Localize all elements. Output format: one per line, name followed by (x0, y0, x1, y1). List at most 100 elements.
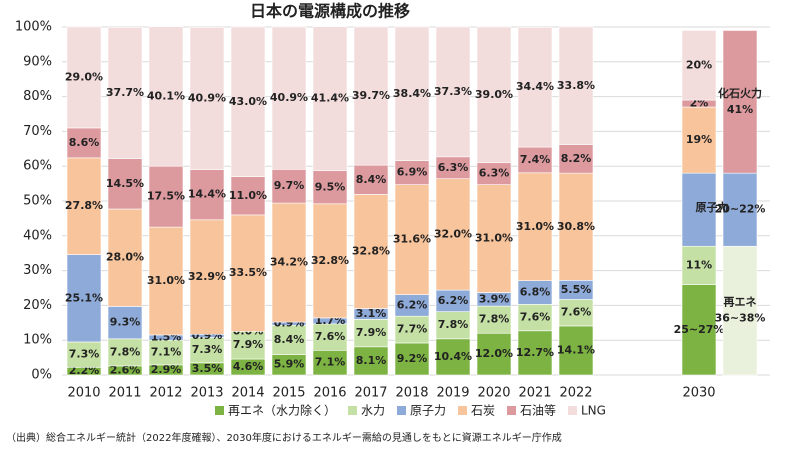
bar-segment (189, 219, 225, 335)
data-label: 7.6% (315, 330, 346, 343)
bar-segment (435, 178, 471, 291)
data-label: 7.8% (479, 313, 510, 326)
bar-segment (230, 331, 266, 360)
data-label: 7.8% (438, 318, 469, 331)
data-label: 9.3% (110, 316, 141, 329)
data-label: 6.3% (438, 161, 469, 174)
bar-segment (66, 157, 102, 255)
data-label: 20% (686, 58, 712, 71)
data-label: 33.5% (229, 266, 267, 279)
x-tick-label: 2018 (395, 386, 428, 401)
y-tick-label: 10% (23, 333, 52, 348)
data-label: 25.1% (65, 291, 103, 304)
bar-segment (476, 332, 512, 376)
x-tick-label: 2010 (67, 386, 100, 401)
x-tick-label: 2013 (190, 386, 223, 401)
data-label: 27.8% (65, 199, 103, 212)
data-label: 6.9% (397, 166, 428, 179)
legend-swatch (397, 406, 406, 415)
bar-segment (312, 26, 348, 172)
segment-name: 化石火力 (718, 86, 762, 100)
data-label: 7.4% (520, 153, 551, 166)
data-label: 6.8% (520, 286, 551, 299)
y-tick-label: 80% (23, 89, 52, 104)
data-label: 32.8% (352, 244, 390, 257)
bar-segment (271, 26, 307, 170)
bar-segment (517, 146, 553, 174)
segment-name: 再エネ (724, 296, 757, 309)
bar-segment (107, 306, 143, 340)
x-tick-label: 2030 (682, 386, 715, 401)
data-label: 8.4% (274, 333, 305, 346)
bar-segment (312, 170, 348, 205)
bar-segment (722, 30, 758, 174)
data-label: 41.4% (311, 92, 349, 105)
data-label: 28.0% (106, 251, 144, 264)
x-tick-label: 2022 (559, 386, 592, 401)
bar-segment (66, 26, 102, 129)
bar-segment (148, 226, 184, 336)
chart-title: 日本の電源構成の推移 (250, 2, 410, 21)
bar-segment (517, 330, 553, 376)
data-label: 11% (686, 258, 712, 271)
data-label: 14.1% (557, 343, 595, 356)
bar-segment (312, 323, 348, 351)
bar-segment (107, 338, 143, 367)
bar-segment (558, 144, 594, 174)
x-tick-label: 2020 (477, 386, 510, 401)
data-label: 3.1% (356, 307, 387, 320)
bar-segment (312, 203, 348, 319)
bar-segment (353, 346, 389, 376)
data-label: 40.9% (270, 91, 308, 104)
bar-segment (558, 172, 594, 281)
y-tick-label: 0% (31, 368, 52, 383)
data-label: 10.4% (434, 350, 472, 363)
bar-segment (558, 325, 594, 376)
bar-segment (394, 315, 430, 344)
bar-segment (476, 26, 512, 164)
data-label: 31.6% (393, 233, 431, 246)
bar-segment (394, 184, 430, 295)
data-label: 5.5% (561, 283, 592, 296)
bar-segment (517, 304, 553, 332)
legend-swatch (568, 406, 577, 415)
data-label: 7.7% (397, 323, 428, 336)
data-label: 17.5% (147, 190, 185, 203)
bar-segment (107, 27, 143, 159)
bar-segment (189, 169, 225, 221)
data-label: 31.0% (475, 232, 513, 245)
data-label: 12.7% (516, 346, 554, 359)
bar-segment (394, 342, 430, 376)
data-label: 19% (686, 133, 712, 146)
bar-segment (66, 341, 102, 368)
legend-label: 原子力 (410, 404, 446, 418)
data-label: 34.4% (516, 80, 554, 93)
y-tick-label: 20% (23, 298, 52, 313)
data-label: 14.4% (188, 188, 226, 201)
data-label: 14.5% (106, 177, 144, 190)
data-label: 2.9% (151, 363, 182, 376)
bar-segment (107, 208, 143, 307)
annotation: 原子力 (696, 200, 729, 214)
data-label: 12.0% (475, 347, 513, 360)
bar-segment (230, 214, 266, 332)
bar-segment (353, 164, 389, 195)
data-label: 33.8% (557, 79, 595, 92)
y-tick-label: 50% (23, 194, 52, 209)
data-label: 29.0% (65, 70, 103, 83)
data-label: 37.7% (106, 86, 144, 99)
bar-segment (476, 305, 512, 334)
data-label: 9.5% (315, 180, 346, 193)
legend-label: 石炭 (471, 404, 495, 418)
data-label: 6.2% (438, 294, 469, 307)
y-tick-label: 60% (23, 159, 52, 174)
bar-segment (558, 26, 594, 145)
data-label: 3.9% (479, 292, 510, 305)
bar-segment (722, 172, 758, 247)
data-label: 25~27% (674, 323, 725, 336)
data-label: 40.9% (188, 92, 226, 105)
data-label: 36~38% (715, 312, 766, 325)
x-tick-label: 2016 (313, 386, 346, 401)
data-label: 9.2% (397, 352, 428, 365)
